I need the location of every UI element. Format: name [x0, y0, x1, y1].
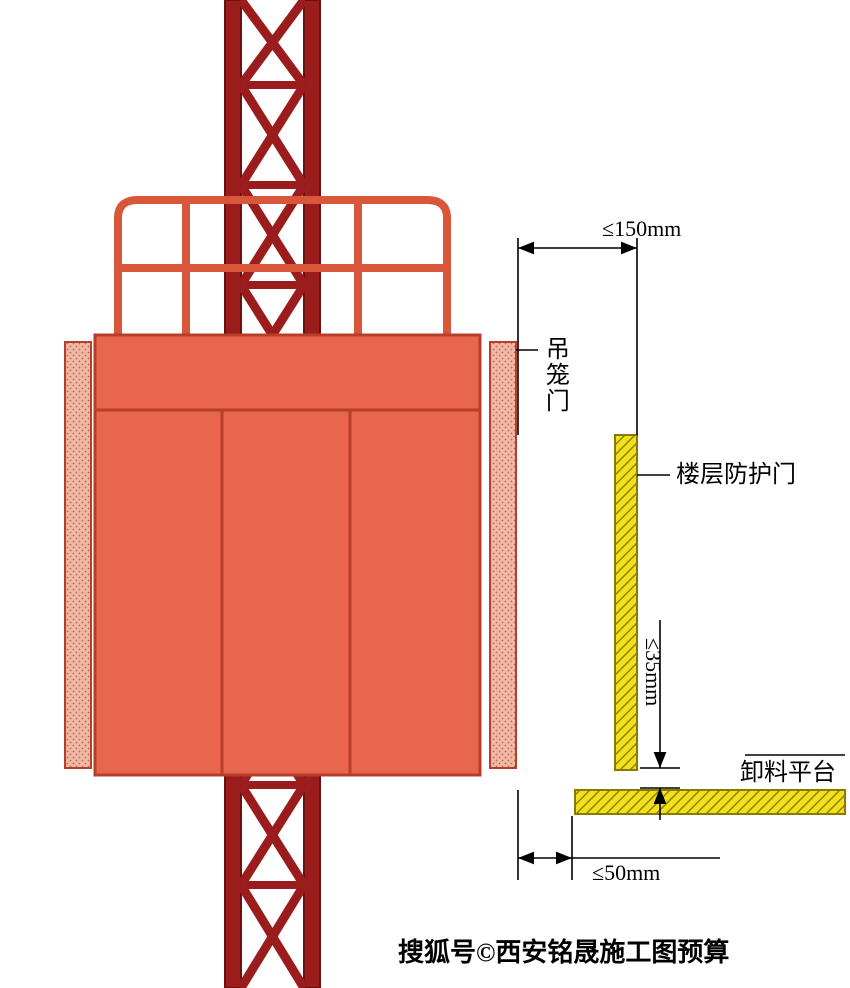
- dimension-150mm: [518, 238, 637, 435]
- watermark-text: 搜狐号©西安铭晟施工图预算: [398, 932, 729, 969]
- cage-body: [95, 335, 480, 775]
- dim-label-35: ≤35mm: [640, 638, 666, 706]
- floor-guard-door: [615, 435, 637, 770]
- diagram-svg: [0, 0, 850, 988]
- label-cage-door: 吊笼门: [541, 336, 567, 414]
- label-platform: 卸料平台: [740, 760, 836, 786]
- label-floor-guard: 楼层防护门: [676, 462, 796, 488]
- unloading-platform: [575, 790, 845, 814]
- diagram-canvas: 吊笼门 楼层防护门 卸料平台 ≤150mm ≤50mm ≤35mm 搜狐号©西安…: [0, 0, 850, 988]
- dim-label-150: ≤150mm: [602, 216, 681, 242]
- dim-label-50: ≤50mm: [592, 860, 660, 886]
